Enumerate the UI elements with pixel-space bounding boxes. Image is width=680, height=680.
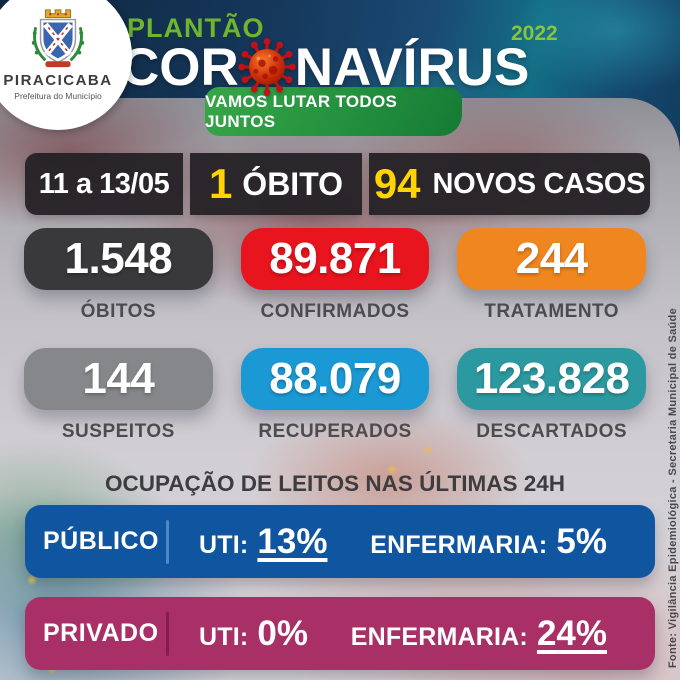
stat-cards-row-1: 1.548 ÓBITOS 89.871 CONFIRMADOS 244 TRAT… [24, 228, 647, 323]
city-logo: PIRACICABA Prefeitura do Município [0, 0, 132, 130]
occupancy-bar-privado: PRIVADO UTI: 0% ENFERMARIA: 24% [25, 597, 655, 670]
occupancy-row-name: PÚBLICO [43, 527, 159, 555]
logo-city-name: PIRACICABA [3, 72, 113, 89]
uti-group: UTI: 13% [199, 524, 327, 560]
title-part-left: COR [121, 37, 239, 97]
stat-pill: 123.828 [457, 348, 647, 410]
stat-label: TRATAMENTO [484, 301, 620, 322]
stat-card-confirmados: 89.871 CONFIRMADOS [240, 228, 430, 323]
new-cases-value: 94 [373, 160, 421, 207]
new-cases-box: 94 NOVOS CASOS [369, 153, 650, 215]
stat-label: ÓBITOS [80, 301, 157, 322]
source-credit: Fonte: Vigilância Epidemiológica - Secre… [667, 307, 679, 668]
summary-bar: 11 a 13/05 1 ÓBITO 94 NOVOS CASOS [25, 153, 650, 215]
enf-value: 24% [536, 613, 607, 653]
page-title: COR [121, 36, 529, 98]
stat-card-tratamento: 244 TRATAMENTO [457, 228, 647, 323]
plantao-label: PLANTÃO [127, 13, 265, 43]
uti-value: 13% [257, 521, 328, 561]
stat-card-recuperados: 88.079 RECUPERADOS [240, 348, 430, 443]
occupancy-bar-publico: PÚBLICO UTI: 13% ENFERMARIA: 5% [25, 505, 655, 578]
uti-label: UTI: [199, 622, 249, 651]
stat-label: SUSPEITOS [61, 421, 175, 442]
stat-cards-row-2: 144 SUSPEITOS 88.079 RECUPERADOS 123.828… [24, 348, 647, 443]
coat-of-arms-icon [31, 9, 85, 68]
virus-icon [237, 38, 296, 96]
logo-subtitle: Prefeitura do Município [14, 91, 102, 101]
new-cases-label: NOVOS CASOS [432, 167, 646, 200]
stat-card-suspeitos: 144 SUSPEITOS [24, 348, 213, 443]
stat-label: DESCARTADOS [476, 421, 628, 442]
stat-label: RECUPERADOS [258, 421, 412, 442]
stat-pill: 244 [457, 228, 647, 290]
enfermaria-group: ENFERMARIA: 5% [370, 524, 607, 560]
year-label: 2022 [511, 22, 558, 45]
uti-label: UTI: [199, 530, 249, 559]
period-box: 11 a 13/05 [25, 153, 183, 215]
new-deaths-box: 1 ÓBITO [190, 153, 362, 215]
uti-value: 0% [257, 613, 308, 653]
uti-group: UTI: 0% [199, 616, 308, 652]
enf-label: ENFERMARIA: [370, 530, 548, 559]
stat-pill: 88.079 [240, 348, 430, 410]
stat-pill: 89.871 [240, 228, 430, 290]
period-value: 11 a 13/05 [38, 167, 170, 200]
stat-pill: 144 [24, 348, 213, 410]
stat-card-descartados: 123.828 DESCARTADOS [457, 348, 647, 443]
title-part-right: NAVÍRUS [294, 37, 530, 97]
new-deaths-label: ÓBITO [242, 166, 344, 202]
stat-pill: 1.548 [24, 228, 213, 290]
occupancy-heading: OCUPAÇÃO DE LEITOS NAS ÚLTIMAS 24H [104, 471, 566, 496]
divider [166, 519, 169, 564]
new-deaths-value: 1 [208, 160, 233, 207]
enf-value: 5% [556, 521, 607, 561]
enfermaria-group: ENFERMARIA: 24% [351, 616, 607, 652]
enf-label: ENFERMARIA: [350, 622, 528, 651]
stat-card-obitos: 1.548 ÓBITOS [24, 228, 213, 323]
stat-label: CONFIRMADOS [260, 301, 410, 322]
slogan-banner: VAMOS LUTAR TODOS JUNTOS [205, 87, 462, 136]
occupancy-row-name: PRIVADO [43, 619, 159, 647]
divider [166, 611, 169, 656]
